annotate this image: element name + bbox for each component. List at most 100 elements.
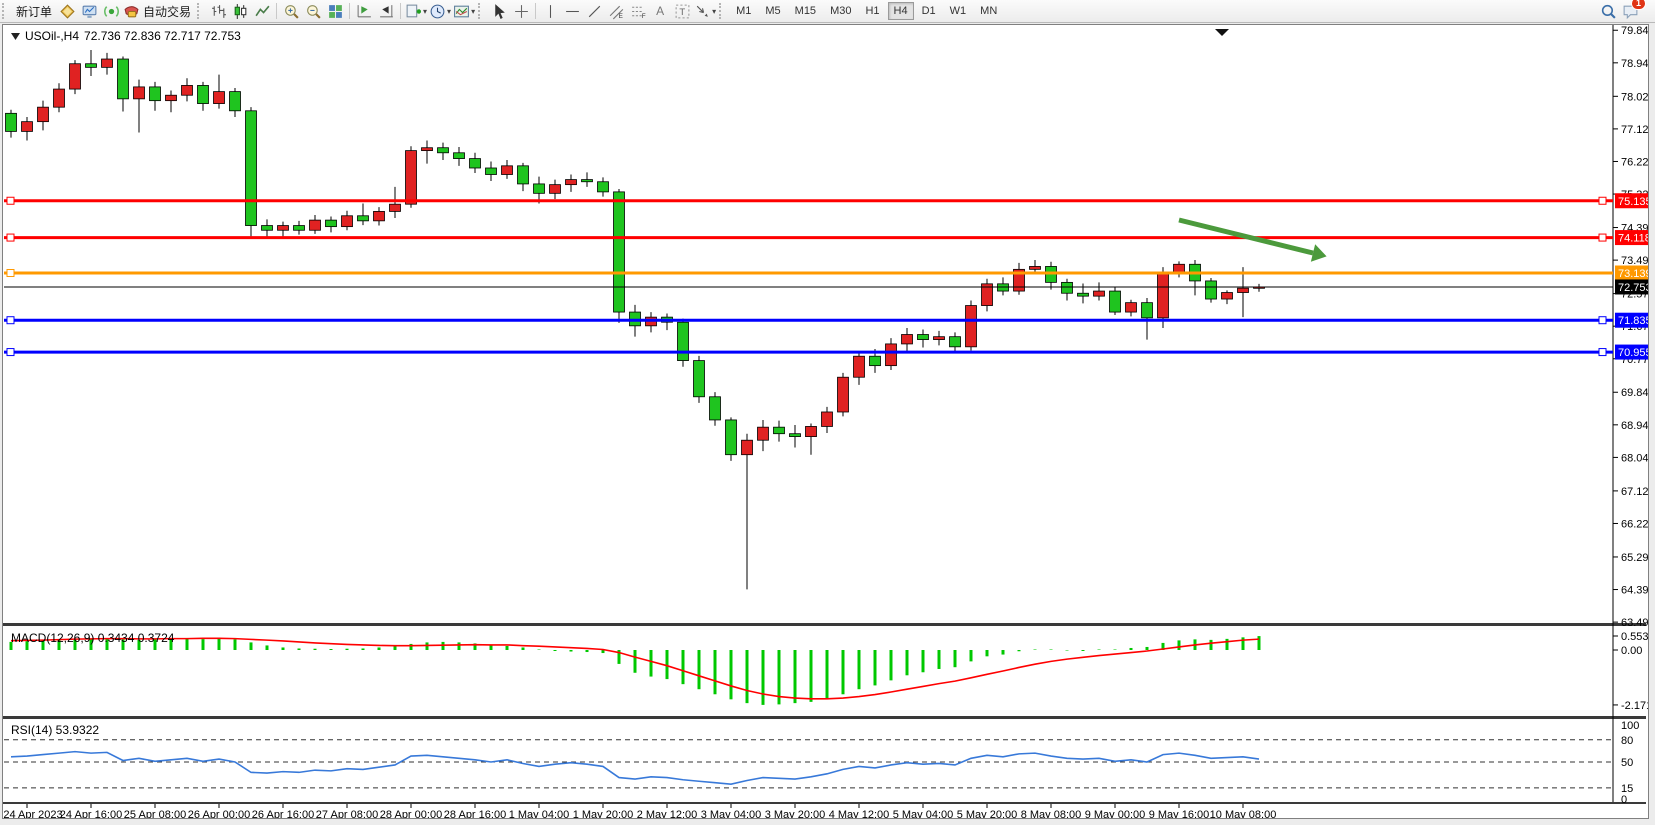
time-axis-label: 1 May 20:00	[573, 809, 634, 818]
line-handle[interactable]	[6, 196, 15, 205]
timeframe-button-d1[interactable]: D1	[921, 5, 936, 17]
price-level-badge-text: 74.118	[1618, 233, 1648, 245]
toolbar-grip[interactable]	[197, 3, 205, 19]
chart-shift-marker[interactable]	[1215, 29, 1229, 36]
notifications-button[interactable]: 1	[1619, 0, 1646, 21]
macd-indicator-label: MACD(12,26,9) 0.3434 0.3724	[11, 631, 175, 645]
toolbar-grip[interactable]	[2, 3, 10, 19]
zoom-in-button[interactable]	[280, 1, 302, 21]
candle-body	[1029, 266, 1041, 270]
line-handle[interactable]	[1598, 233, 1607, 242]
new-order-button[interactable]: 新订单	[12, 1, 56, 21]
toolbar-grip[interactable]	[478, 3, 486, 19]
cursor-tool-button[interactable]	[488, 1, 510, 21]
line-handle[interactable]	[6, 233, 15, 242]
time-axis-label: 5 May 04:00	[893, 809, 954, 818]
zoom-out-button[interactable]	[302, 1, 324, 21]
timeframe-button-m1[interactable]: M1	[736, 5, 752, 17]
candle-body	[709, 396, 721, 421]
trendline-tool-button[interactable]	[583, 1, 605, 21]
text-tool-button[interactable]: A	[649, 1, 671, 21]
candle-body	[805, 426, 817, 437]
candle-body	[117, 58, 129, 100]
candle-body	[789, 433, 801, 437]
search-icon[interactable]	[1597, 1, 1619, 21]
timeframe-button-m5[interactable]: M5	[765, 5, 781, 17]
pane-separator[interactable]	[3, 716, 1646, 719]
line-handle[interactable]	[6, 348, 15, 357]
channel-tool-button[interactable]: E	[605, 1, 627, 21]
time-axis-label: 27 Apr 08:00	[316, 809, 378, 818]
timeframe-button-w1[interactable]: W1	[949, 5, 967, 17]
pane-separator[interactable]	[3, 623, 1646, 626]
pane-separator[interactable]	[3, 802, 1646, 804]
price-tick-label: 65.295	[1621, 552, 1648, 564]
candlestick-chart-type-button[interactable]	[229, 1, 251, 21]
crosshair-tool-button[interactable]	[510, 1, 532, 21]
signal-icon[interactable]	[100, 1, 122, 21]
trend-arrow-annotation[interactable]	[1178, 217, 1314, 256]
candle-body	[677, 321, 689, 361]
price-level-badge	[1615, 265, 1648, 281]
candle-body	[213, 91, 225, 104]
time-axis-label: 5 May 20:00	[957, 809, 1018, 818]
line-handle[interactable]	[6, 269, 15, 278]
timeframe-button-m15[interactable]: M15	[794, 5, 817, 17]
line-handle[interactable]	[1598, 196, 1607, 205]
toolbar-grip[interactable]	[719, 3, 727, 19]
macd-axis-label: -2.1713	[1621, 700, 1648, 712]
chart-surface[interactable]: 79.84578.94578.02077.12076.22075.32074.3…	[3, 25, 1648, 818]
macd-axis-label: 0.00	[1621, 645, 1642, 657]
time-axis-label: 24 Apr 16:00	[60, 809, 122, 818]
periods-button[interactable]: ▾	[428, 1, 452, 21]
timeframe-button-m30[interactable]: M30	[830, 5, 852, 17]
collapse-triangle-icon[interactable]	[11, 32, 20, 40]
candle-body	[181, 85, 193, 96]
candle-body	[469, 158, 481, 169]
chevron-down-icon: ▾	[423, 6, 428, 16]
price-tick-label: 67.120	[1621, 486, 1648, 498]
candle-body	[69, 63, 81, 90]
time-axis-label: 3 May 20:00	[765, 809, 826, 818]
trend-arrow-head	[1310, 244, 1327, 262]
timeframe-button-h1[interactable]: H1	[865, 5, 880, 17]
market-watch-icon[interactable]	[78, 1, 100, 21]
price-level-badge-text: 73.139	[1618, 268, 1648, 280]
new-chart-button[interactable]: ▾	[404, 1, 428, 21]
auto-trading-button[interactable]: 自动交易	[122, 1, 195, 21]
templates-button[interactable]: ▾	[452, 1, 476, 21]
time-axis-label: 3 May 04:00	[701, 809, 762, 818]
time-axis-label: 9 May 00:00	[1085, 809, 1146, 818]
price-level-badge-text: 71.835	[1618, 315, 1648, 327]
timeframe-button-h4[interactable]: H4	[887, 2, 914, 20]
tile-windows-button[interactable]	[324, 1, 346, 21]
timeframe-toolbar: M1 M5 M15 M30 H1 H4 D1 W1 MN	[729, 2, 1004, 20]
chart-autoscroll-button[interactable]	[353, 1, 375, 21]
candle-body	[453, 152, 465, 159]
candle-body	[5, 112, 17, 132]
timeframe-button-mn[interactable]: MN	[980, 5, 998, 17]
candle-body	[501, 165, 513, 175]
price-tick-label: 68.045	[1621, 452, 1648, 464]
line-handle[interactable]	[1598, 316, 1607, 325]
price-level-badge-text: 75.135	[1618, 196, 1648, 208]
candle-body	[133, 86, 145, 100]
price-tick-label: 69.845	[1621, 387, 1648, 399]
svg-text:E: E	[618, 12, 622, 19]
chevron-down-icon: ▾	[471, 6, 476, 16]
line-handle[interactable]	[6, 316, 15, 325]
label-tool-button[interactable]: T	[671, 1, 693, 21]
shapes-tool-button[interactable]: ▾	[693, 1, 717, 21]
time-axis-label: 8 May 08:00	[1021, 809, 1082, 818]
fibonacci-tool-button[interactable]: F	[627, 1, 649, 21]
new-order-icon[interactable]	[56, 1, 78, 21]
candle-body	[917, 334, 929, 340]
line-chart-type-button[interactable]	[251, 1, 273, 21]
horizontal-line-tool-button[interactable]	[561, 1, 583, 21]
vertical-line-tool-button[interactable]	[539, 1, 561, 21]
bar-chart-type-button[interactable]	[207, 1, 229, 21]
line-handle[interactable]	[1598, 348, 1607, 357]
chart-shift-button[interactable]	[375, 1, 397, 21]
candle-body	[1157, 273, 1169, 319]
candle-body	[565, 179, 577, 186]
